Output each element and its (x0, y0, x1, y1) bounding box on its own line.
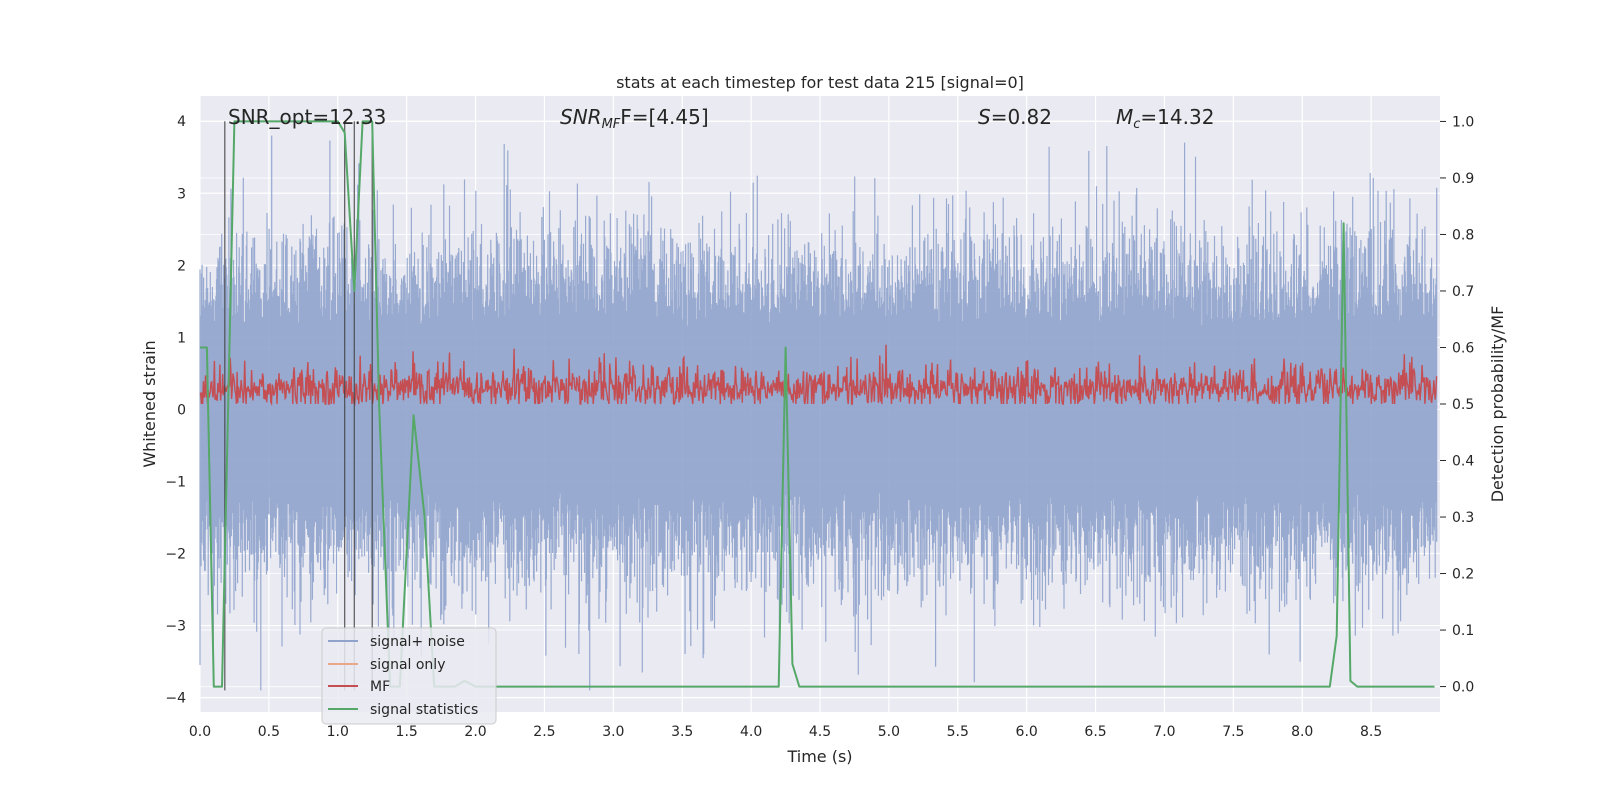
x-tick-3: 1.5 (396, 724, 418, 740)
x-tick-17: 8.5 (1360, 724, 1382, 740)
x-tick-6: 3.0 (602, 724, 624, 740)
x-tick-11: 5.5 (947, 724, 969, 740)
chart-title: stats at each timestep for test data 215… (616, 73, 1024, 92)
x-axis-label: Time (s) (786, 747, 852, 766)
annotation-mc-sub: c (1133, 117, 1140, 132)
legend-box (321, 627, 497, 725)
x-tick-12: 6.0 (1016, 724, 1038, 740)
y-right-tick-10: 0.0 (1452, 680, 1474, 696)
annotation-s-label: S (978, 105, 991, 129)
y-right-tick-2: 0.8 (1452, 227, 1474, 243)
y-left-tick-4: 0 (177, 402, 186, 418)
y-left-tick-6: −2 (165, 546, 186, 562)
annotation-snr-mf-label: SNR (560, 105, 602, 129)
y-right-tick-4: 0.6 (1452, 340, 1474, 356)
y-left-tick-2: 2 (177, 258, 186, 274)
y-left-tick-0: 4 (177, 114, 186, 130)
x-tick-8: 4.0 (740, 724, 762, 740)
x-tick-5: 2.5 (533, 724, 555, 740)
x-tick-2: 1.0 (327, 724, 349, 740)
annotation-mc-label: M (1116, 105, 1133, 129)
annotation-s: S=0.82 (978, 105, 1052, 129)
y-left-tick-5: −1 (165, 474, 186, 490)
x-tick-1: 0.5 (258, 724, 280, 740)
x-tick-14: 7.0 (1153, 724, 1175, 740)
y-left-tick-8: −4 (165, 691, 186, 707)
y-right-tick-7: 0.3 (1452, 510, 1474, 526)
y-left-tick-3: 1 (177, 330, 186, 346)
y-left-tick-7: −3 (165, 619, 186, 635)
y-left-tick-1: 3 (177, 186, 186, 202)
annotation-snr-mf: SNRMFF=[4.45] (560, 105, 709, 132)
annotation-snr-mf-sub: MF (602, 117, 621, 132)
legend: signal+ noise signal only MF signal stat… (321, 627, 497, 725)
x-tick-4: 2.0 (464, 724, 486, 740)
y-right-tick-1: 0.9 (1452, 171, 1474, 187)
x-tick-9: 4.5 (809, 724, 831, 740)
legend-label-mf: MF (370, 679, 390, 695)
x-tick-10: 5.0 (878, 724, 900, 740)
annotation-mc-value: =14.32 (1140, 105, 1214, 129)
legend-label-noise: signal+ noise (370, 634, 465, 650)
annotation-mc: Mc=14.32 (1116, 105, 1214, 132)
legend-label-signal-only: signal only (370, 657, 445, 673)
x-tick-labels: 0.0 0.5 1.0 1.5 2.0 2.5 3.0 3.5 4.0 4.5 5.0 5.5 6.0 6… (189, 724, 1382, 740)
y-axis-right-label: Detection probability/MF (1488, 306, 1507, 503)
x-tick-7: 3.5 (671, 724, 693, 740)
y-axis-left-label: Whitened strain (140, 340, 159, 467)
x-tick-16: 8.0 (1291, 724, 1313, 740)
y-right-tick-0: 1.0 (1452, 114, 1474, 130)
annotation-snr-mf-value: F=[4.45] (620, 105, 708, 129)
y-right-tick-5: 0.5 (1452, 397, 1474, 413)
series-signal-plus-noise (199, 135, 1438, 691)
mf-trace (199, 344, 1438, 407)
y-right-tick-3: 0.7 (1452, 284, 1474, 300)
y-right-tick-labels: 1.0 0.9 0.8 0.7 0.6 0.5 0.4 0.3 0.2 0.1 0.0 (1440, 114, 1474, 696)
x-tick-15: 7.5 (1222, 724, 1244, 740)
x-tick-13: 6.5 (1084, 724, 1106, 740)
y-left-tick-labels: 4 3 2 1 0 −1 −2 −3 −4 (165, 114, 186, 706)
y-right-tick-8: 0.2 (1452, 567, 1474, 583)
annotation-s-value: =0.82 (991, 105, 1052, 129)
series-mf (199, 344, 1438, 407)
y-right-tick-9: 0.1 (1452, 623, 1474, 639)
legend-label-stats: signal statistics (370, 702, 478, 718)
y-right-tick-6: 0.4 (1452, 454, 1474, 470)
annotation-snr-opt: SNR_opt=12.33 (228, 105, 386, 129)
noise-trace (199, 135, 1438, 691)
x-tick-0: 0.0 (189, 724, 211, 740)
